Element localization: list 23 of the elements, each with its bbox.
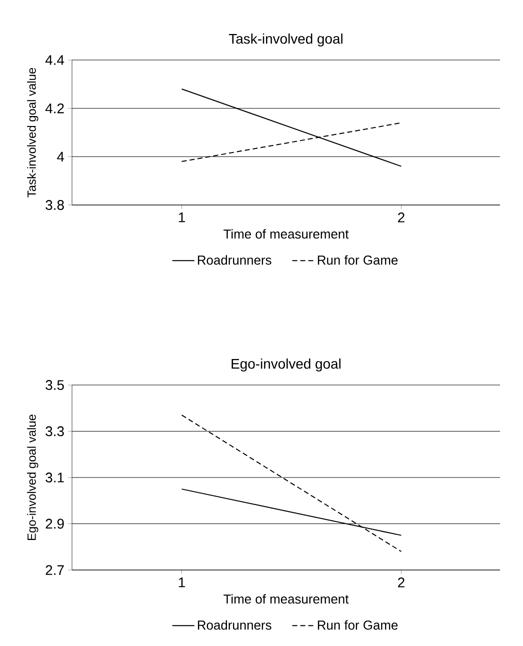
- y-tick-label: 3.8: [46, 200, 64, 210]
- chart-title: Task-involved goal: [228, 34, 342, 47]
- y-tick-label: 2.7: [46, 565, 64, 575]
- x-tick-label: 2: [398, 212, 404, 222]
- y-tick-label: 4.4: [45, 55, 64, 65]
- x-tick-label: 1: [178, 578, 185, 588]
- y-axis-title: Ego-involved goal value: [27, 414, 38, 540]
- x-axis-title: Time of measurement: [224, 594, 349, 604]
- chart-title: Ego-involved goal: [232, 358, 340, 372]
- x-axis-title: Time of measurement: [224, 229, 349, 239]
- legend-label: Run for Game: [318, 620, 398, 630]
- y-axis-title: Task-involved goal value: [27, 68, 38, 198]
- legend-label: Run for Game: [318, 255, 398, 265]
- y-tick-label: 4.2: [45, 103, 64, 114]
- y-tick-label: 3.3: [46, 426, 64, 436]
- x-tick-label: 2: [398, 578, 404, 588]
- y-tick-label: 3.5: [46, 380, 64, 390]
- legend-label: Roadrunners: [198, 620, 272, 630]
- legend-label: Roadrunners: [198, 255, 272, 265]
- x-tick-label: 1: [178, 212, 185, 222]
- y-tick-label: 2.9: [46, 518, 64, 529]
- y-tick-label: 3.1: [46, 472, 64, 482]
- y-tick-label: 4: [57, 152, 64, 162]
